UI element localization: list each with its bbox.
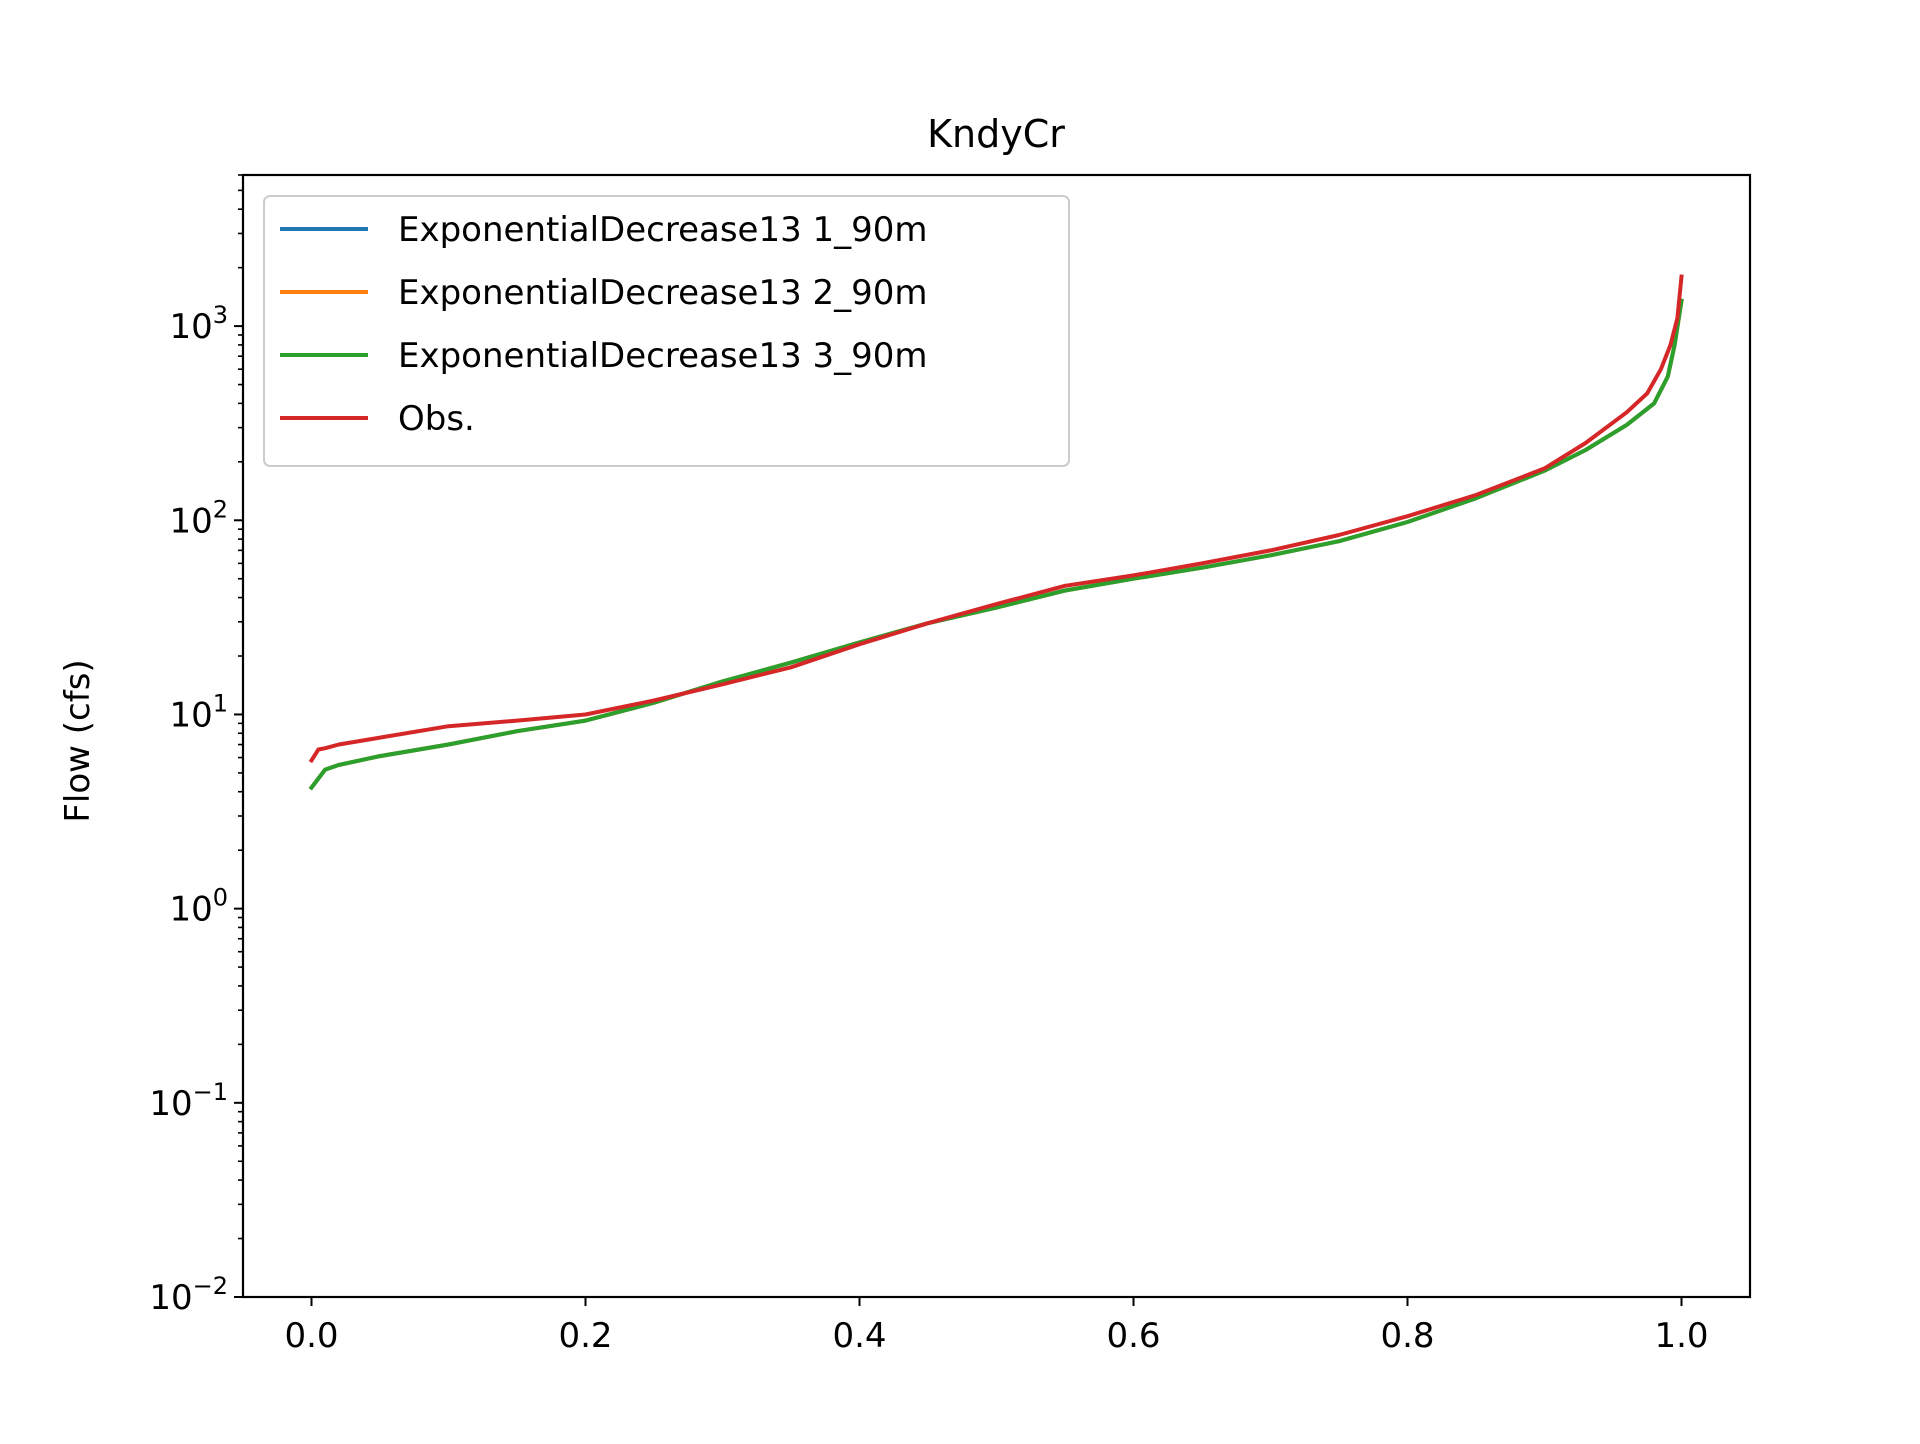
legend-label: Obs.	[398, 399, 475, 439]
x-tick-label: 0.2	[558, 1316, 612, 1356]
y-tick-label: 101	[169, 689, 228, 735]
y-tick-label: 103	[169, 301, 228, 347]
y-tick-label: 10−1	[149, 1078, 228, 1124]
legend-label: ExponentialDecrease13 1_90m	[398, 210, 928, 250]
y-tick-exponent: −1	[193, 1078, 228, 1106]
x-tick-label: 0.4	[832, 1316, 886, 1356]
chart-title: KndyCr	[927, 112, 1065, 156]
y-tick-base: 10	[169, 695, 212, 735]
y-tick-base: 10	[169, 307, 212, 347]
y-tick-base: 10	[149, 1084, 192, 1124]
y-axis-label: Flow (cfs)	[58, 659, 98, 822]
y-tick-exponent: 0	[213, 884, 228, 912]
y-tick-label: 10−2	[149, 1272, 228, 1318]
y-tick-exponent: 2	[213, 495, 228, 523]
y-tick-exponent: 1	[213, 689, 228, 717]
y-tick-base: 10	[169, 890, 212, 930]
x-axis-ticks: 0.0 0.2 0.4 0.6 0.8 1.0	[284, 1297, 1709, 1356]
y-tick-label: 100	[169, 884, 228, 930]
x-tick-label: 0.8	[1380, 1316, 1434, 1356]
legend: ExponentialDecrease13 1_90m ExponentialDe…	[263, 195, 1070, 467]
series-lines	[308, 274, 1684, 791]
y-tick-base: 10	[149, 1278, 192, 1318]
plot-frame	[241, 173, 1752, 1299]
legend-label: ExponentialDecrease13 3_90m	[398, 336, 928, 376]
y-tick-label: 102	[169, 495, 228, 541]
y-tick-base: 10	[169, 501, 212, 541]
x-tick-label: 0.0	[284, 1316, 338, 1356]
x-tick-label: 0.6	[1106, 1316, 1160, 1356]
y-tick-exponent: −2	[193, 1272, 228, 1300]
legend-label: ExponentialDecrease13 2_90m	[398, 273, 928, 313]
series-line	[308, 274, 1684, 764]
legend-box	[263, 195, 1070, 467]
y-tick-exponent: 3	[213, 301, 228, 329]
series-line	[308, 298, 1684, 791]
x-tick-label: 1.0	[1654, 1316, 1708, 1356]
